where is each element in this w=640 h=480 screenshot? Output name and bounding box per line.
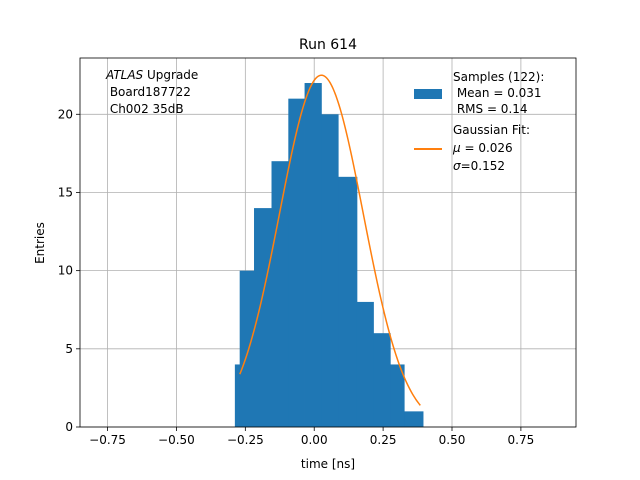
legend: Samples (122): Mean = 0.031 RMS = 0.14 G… (414, 70, 544, 173)
histogram-bar (234, 364, 241, 427)
histogram-bar (239, 270, 255, 427)
histogram-bar (288, 98, 305, 428)
x-tick-label: −0.75 (89, 433, 126, 447)
histogram-bar (304, 83, 322, 427)
legend-mu-symbol: μ (452, 141, 461, 155)
x-tick-label: 0.25 (370, 433, 397, 447)
histogram-bar (404, 411, 424, 427)
histogram-bar (356, 301, 374, 427)
y-tick-label: 5 (65, 342, 73, 356)
legend-sigma-symbol: σ (453, 159, 461, 173)
chart-title: Run 614 (299, 37, 357, 53)
legend-samples-line-2: Mean = 0.031 (453, 86, 542, 100)
legend-fit-line-3: σ=0.152 (453, 159, 505, 173)
legend-samples-swatch (414, 89, 442, 99)
atlas-annotation: ATLAS Upgrade Board187722 Ch002 35dB (105, 68, 198, 116)
x-axis-ticks: −0.75 −0.50 −0.25 0.00 0.25 0.50 0.75 (89, 427, 534, 447)
x-tick-label: −0.50 (158, 433, 195, 447)
y-tick-label: 0 (65, 420, 73, 434)
x-tick-label: 0.00 (301, 433, 328, 447)
legend-samples-line-1: Samples (122): (453, 70, 544, 84)
legend-sigma-value: =0.152 (461, 159, 505, 173)
x-tick-label: 0.75 (508, 433, 535, 447)
y-axis-label: Entries (33, 222, 47, 264)
histogram-bar (338, 176, 358, 427)
y-axis-ticks: 0 5 10 15 20 (58, 107, 80, 434)
y-tick-label: 15 (58, 185, 73, 199)
annotation-line-1: ATLAS Upgrade (105, 68, 198, 82)
legend-mu-value: = 0.026 (461, 141, 513, 155)
x-axis-label: time [ns] (301, 457, 355, 471)
plot-frame (79, 57, 577, 428)
gaussian-fit-curve (239, 74, 421, 406)
y-tick-label: 10 (58, 264, 73, 278)
x-tick-label: −0.25 (227, 433, 264, 447)
histogram-bar (373, 333, 391, 427)
histogram-bar (390, 364, 405, 427)
x-tick-label: 0.50 (439, 433, 466, 447)
annotation-line-2: Board187722 (106, 85, 191, 99)
annotation-upgrade-word: Upgrade (143, 68, 198, 82)
histogram-bar (254, 208, 272, 427)
histogram-bars (234, 83, 424, 428)
legend-fit-line-1: Gaussian Fit: (453, 123, 530, 137)
legend-samples-line-3: RMS = 0.14 (453, 102, 528, 116)
y-tick-label: 20 (58, 107, 73, 121)
annotation-line-3: Ch002 35dB (106, 102, 184, 116)
histogram-bar (271, 161, 289, 427)
legend-fit-line-2: μ = 0.026 (452, 141, 513, 155)
histogram-bar (321, 114, 339, 427)
annotation-atlas-word: ATLAS (105, 68, 144, 82)
